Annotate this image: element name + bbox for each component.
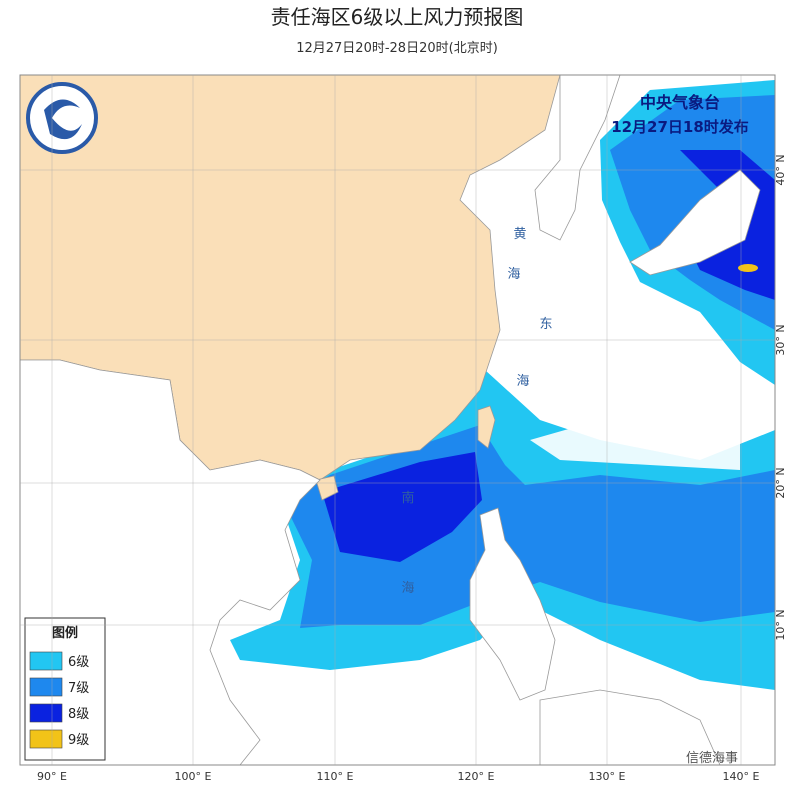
- longitude-label: 120° E: [458, 770, 495, 783]
- longitude-label: 130° E: [589, 770, 626, 783]
- sea-label: 黄: [513, 227, 526, 242]
- calm-area: [530, 420, 740, 470]
- subtitle: 12月27日20时-28日20时(北京时): [296, 41, 498, 56]
- legend-label: 7级: [68, 681, 89, 696]
- legend-swatch: [29, 651, 63, 671]
- map: [19, 74, 776, 766]
- legend-label: 8级: [68, 707, 89, 722]
- korea: [534, 74, 621, 241]
- longitude-label: 110° E: [317, 770, 354, 783]
- legend-title: 图例: [52, 625, 78, 641]
- legend: 图例 6级 7级 8级 9级: [24, 617, 106, 761]
- sea-label: 南: [401, 490, 414, 506]
- legend-swatch: [29, 677, 63, 697]
- longitude-label: 90° E: [37, 770, 67, 783]
- zone-9: [738, 264, 758, 272]
- latitude-label: 30° N: [774, 324, 787, 355]
- sea-label: 东: [539, 317, 552, 332]
- longitude-label: 140° E: [723, 770, 760, 783]
- latitude-label: 10° N: [774, 609, 787, 640]
- philippines: [469, 507, 556, 701]
- longitude-label: 100° E: [175, 770, 212, 783]
- logo-mark: [44, 99, 82, 140]
- watermark: 信德海事: [686, 751, 738, 766]
- sea-label: 海: [401, 581, 414, 596]
- zone-8: [322, 452, 482, 562]
- issuer-name: 中央气象台: [640, 93, 720, 112]
- issuer-time: 12月27日18时发布: [611, 118, 749, 136]
- legend-swatch: [29, 729, 63, 749]
- legend-label: 6级: [68, 655, 89, 670]
- legend-label: 9级: [68, 733, 89, 748]
- legend-swatch: [29, 703, 63, 723]
- logo: [26, 82, 98, 154]
- map-frame: [19, 74, 776, 766]
- hainan: [315, 475, 339, 501]
- latitude-label: 40° N: [774, 154, 787, 185]
- title: 责任海区6级以上风力预报图: [271, 5, 524, 29]
- latitude-label: 20° N: [774, 467, 787, 498]
- japan: [629, 169, 761, 276]
- taiwan: [477, 405, 496, 449]
- sea-label: 海: [507, 267, 520, 282]
- logo-ring: [26, 82, 98, 154]
- sea-label: 海: [516, 374, 529, 389]
